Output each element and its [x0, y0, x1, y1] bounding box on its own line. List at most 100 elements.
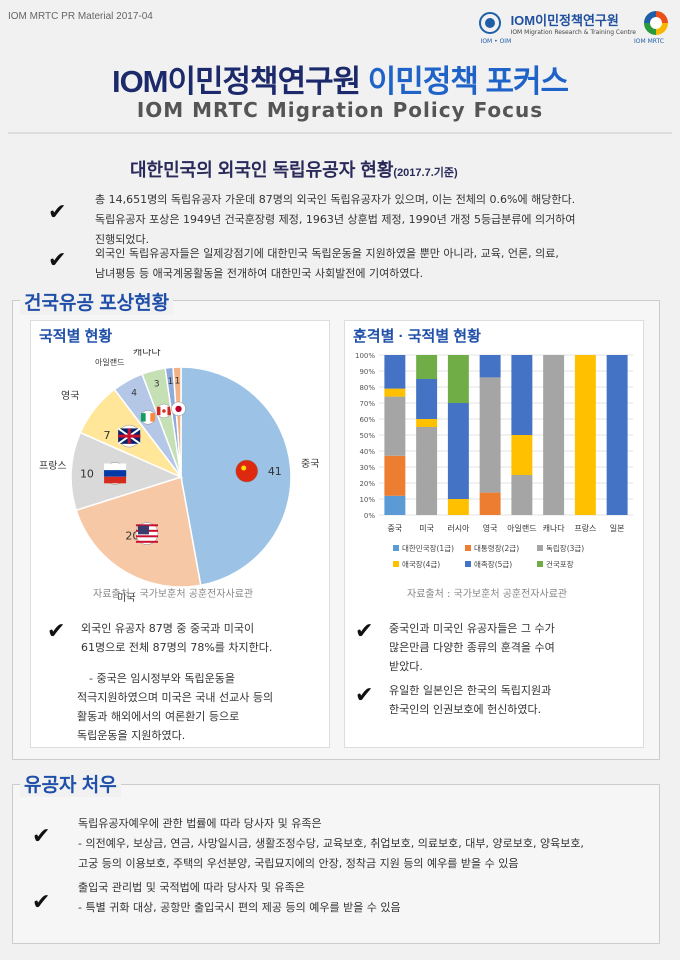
- check-icon: ✔: [48, 200, 67, 225]
- bar-segment: [384, 495, 406, 515]
- y-tick-label: 50%: [359, 432, 375, 440]
- x-tick-label: 프랑스: [574, 523, 596, 533]
- check-icon: ✔: [48, 248, 67, 273]
- pie-category-label: 미국: [117, 592, 135, 604]
- check-icon: ✔: [355, 619, 374, 644]
- pie-category-label: 영국: [61, 390, 79, 402]
- legend-label: 애족장(5급): [474, 559, 512, 569]
- intro-title-date: (2017.7.기준): [393, 167, 458, 179]
- pie-category-label: 캐나다: [133, 349, 161, 358]
- x-tick-label: 영국: [483, 523, 498, 533]
- iom-sub-label: IOM • OIM: [480, 38, 512, 45]
- legend-swatch: [393, 545, 399, 551]
- treatment-b2-line2: - 특별 귀화 대상, 공항만 출입국시 편의 제공 등의 예우를 받을 수 있…: [78, 901, 401, 914]
- pie-slice: [180, 366, 292, 587]
- pie-value-label: 3: [154, 379, 160, 389]
- pie-panel-title: 국적별 현황: [39, 328, 113, 345]
- pie-note-2: - 중국은 임시정부와 독립운동을 적극지원하였으며 미국은 국내 선교사 등의…: [77, 669, 327, 745]
- mrtc-sub-label: IOM MRTC: [634, 38, 664, 45]
- legend-swatch: [537, 545, 543, 551]
- legend-swatch: [465, 545, 471, 551]
- bar-note-2: 유일한 일본인은 한국의 독립지원과 한국인의 인권보호에 헌신하였다.: [389, 681, 639, 719]
- bar-segment: [479, 377, 501, 493]
- check-icon: ✔: [32, 824, 51, 849]
- canada-flag-icon: [156, 403, 172, 419]
- bar-segment: [479, 492, 501, 515]
- legend-label: 건국포장: [546, 559, 574, 569]
- intro-title: 대한민국의 외국인 독립유공자 현황(2017.7.기준): [130, 156, 458, 182]
- bar-note-1: 중국인과 미국인 유공자들은 그 수가 많은만큼 다양한 종류의 훈격을 수여 …: [389, 619, 639, 676]
- bar-segment: [574, 355, 596, 515]
- intro-b2-line1: 외국인 독립유공자들은 일제강점기에 대한민국 독립운동을 지원하였을 뿐만 아…: [95, 247, 559, 260]
- y-tick-label: 0%: [364, 512, 375, 520]
- bar-panel: 훈격별 · 국적별 현황 0% 10% 20% 30% 40% 50% 60% 70% 80% 9…: [344, 320, 644, 748]
- bar-note2-line2: 한국인의 인권보호에 헌신하였다.: [389, 703, 542, 716]
- mrtc-emblem-icon: [644, 11, 668, 35]
- treatment-bullet-2: 출입국 관리법 및 국적법에 따라 당사자 및 유족은 - 특별 귀화 대상, …: [78, 878, 658, 918]
- pie-slice: [172, 366, 182, 478]
- bar-chart: 0% 10% 20% 30% 40% 50% 60% 70% 80% 90% 100% 중국 미국 러시아…: [355, 352, 633, 569]
- bar-segment: [543, 355, 565, 515]
- legend-label: 독립장(3급): [546, 543, 584, 553]
- x-tick-label: 캐나다: [543, 524, 566, 533]
- check-icon: ✔: [32, 890, 51, 915]
- material-id: IOM MRTC PR Material 2017-04: [8, 11, 153, 22]
- bar-segment: [447, 355, 469, 403]
- pie-value-label: 41: [268, 465, 282, 478]
- intro-b2-line2: 남녀평등 등 애국계몽활동을 전개하여 대한민국 사회발전에 기여하였다.: [95, 267, 424, 280]
- y-tick-label: 70%: [359, 400, 375, 408]
- bar-note2-line1: 유일한 일본인은 한국의 독립지원과: [389, 684, 552, 697]
- x-tick-label: 아일랜드: [507, 523, 536, 533]
- legend-label: 대한민국장(1급): [402, 543, 454, 553]
- y-tick-label: 80%: [359, 384, 375, 392]
- page-subtitle: IOM MRTC Migration Policy Focus: [136, 98, 544, 122]
- bar-segment: [511, 355, 533, 435]
- pie-note1-line2: 61명으로 전체 87명의 78%를 차지한다.: [81, 641, 273, 654]
- bar-note1-line1: 중국인과 미국인 유공자들은 그 수가: [389, 622, 555, 635]
- legend-swatch: [537, 561, 543, 567]
- pie-value-label: 7: [104, 429, 111, 442]
- bar-segment: [416, 427, 438, 515]
- title-focus: 이민정책 포커스: [367, 64, 569, 99]
- bar-segment: [384, 388, 406, 397]
- pie-value-label: 1: [168, 377, 174, 387]
- treatment-section-title: 유공자 처우: [20, 770, 121, 797]
- pie-category-label: 중국: [301, 458, 319, 470]
- pie-note2-line1: - 중국은 임시정부와 독립운동을: [89, 672, 236, 685]
- bar-note1-line3: 받았다.: [389, 660, 423, 673]
- y-tick-label: 10%: [359, 496, 375, 504]
- pie-note1-line1: 외국인 유공자 87명 중 중국과 미국이: [81, 622, 255, 635]
- treatment-bullet-1: 독립유공자예우에 관한 법률에 따라 당사자 및 유족은 - 의전예우, 보상금…: [78, 814, 658, 874]
- japan-flag-icon: [171, 401, 186, 417]
- bar-segment: [447, 499, 469, 515]
- bar-segment: [384, 396, 406, 456]
- bar-segment: [384, 455, 406, 496]
- iom-globe-icon: IOM • OIM: [478, 12, 511, 45]
- bar-segment: [511, 435, 533, 475]
- check-icon: ✔: [355, 683, 374, 708]
- pie-value-label: 4: [131, 388, 137, 398]
- pie-note2-line3: 활동과 해외에서의 여론환기 등으로: [77, 710, 240, 723]
- legend-label: 애국장(4급): [402, 559, 440, 569]
- pie-note2-line2: 적극지원하였으며 미국은 국내 선교사 등의: [77, 691, 274, 704]
- check-icon: ✔: [47, 619, 66, 644]
- x-tick-label: 러시아: [447, 523, 470, 533]
- intro-title-text: 대한민국의 외국인 독립유공자 현황: [130, 160, 394, 180]
- bar-segment: [479, 355, 501, 378]
- bar-segment: [416, 355, 438, 379]
- bar-segment: [416, 419, 438, 427]
- treatment-b2-line1: 출입국 관리법 및 국적법에 따라 당사자 및 유족은: [78, 881, 305, 894]
- x-tick-label: 미국: [419, 524, 434, 533]
- china-flag-icon: [235, 459, 258, 483]
- ireland-flag-icon: [140, 410, 156, 425]
- france-flag-icon: [103, 462, 127, 485]
- page-title: IOM이민정책연구원 이민정책 포커스: [0, 56, 680, 101]
- y-tick-label: 90%: [359, 368, 375, 376]
- title-org: IOM이민정책연구원: [111, 64, 361, 99]
- bar-segment: [511, 475, 533, 515]
- y-tick-label: 100%: [355, 352, 375, 360]
- treatment-b1-line2: - 의전예우, 보상금, 연금, 사망일시금, 생활조정수당, 교육보호, 취업…: [78, 837, 584, 850]
- pie-note2-line4: 독립운동을 지원하였다.: [77, 729, 186, 742]
- y-tick-label: 60%: [359, 416, 375, 424]
- treatment-section: [12, 784, 660, 944]
